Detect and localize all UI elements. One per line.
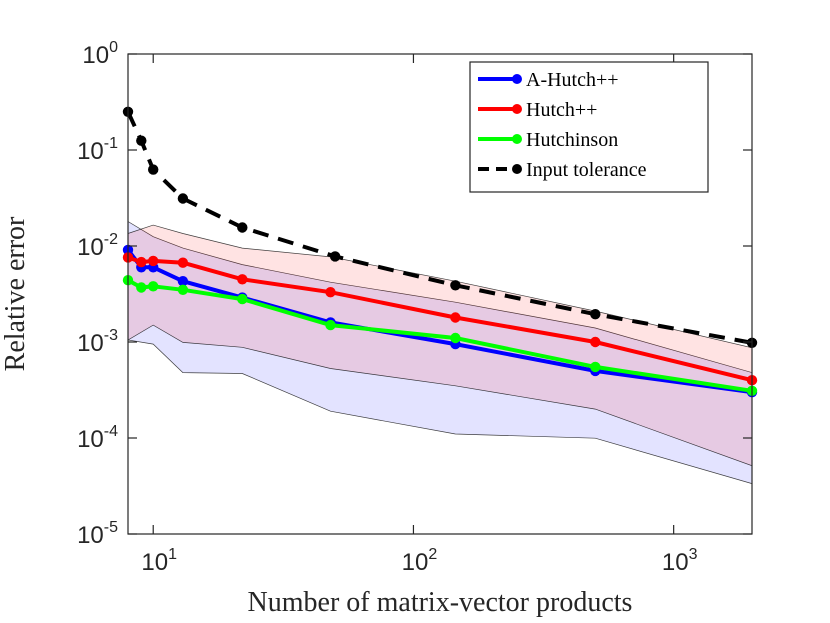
legend-item-hutchinson: Hutchinson — [478, 129, 618, 151]
legend-label: Hutchinson — [526, 129, 618, 151]
y-axis-label: Relative error — [0, 216, 31, 371]
x-axis-label: Number of matrix-vector products — [248, 587, 633, 618]
legend-item-a-hutch: A-Hutch++ — [478, 69, 619, 91]
legend-label: Hutch++ — [526, 99, 597, 121]
data-point-input-tolerance — [177, 193, 189, 204]
legend: A-Hutch++ Hutch++ Hutchinson Input toleranc… — [469, 61, 709, 193]
tick-layer: 101 102 103 100 10-1 10-2 10-3 10-4 10-5 — [77, 39, 752, 576]
series-input-tolerance — [122, 106, 758, 348]
series-hutchinson — [122, 275, 758, 396]
x-tick-label: 102 — [402, 546, 438, 576]
data-point-hutchinson — [237, 293, 248, 305]
data-point-hutch — [177, 257, 189, 268]
axes-frame — [127, 53, 753, 535]
legend-label: Input tolerance — [526, 159, 647, 181]
y-tick-label: 100 — [82, 39, 118, 69]
y-tick-label: 10-2 — [77, 231, 118, 261]
data-point-input-tolerance — [148, 164, 159, 175]
data-point-input-tolerance — [450, 280, 461, 291]
data-point-hutch — [237, 274, 248, 285]
y-tick-label: 10-1 — [77, 135, 118, 165]
axes-box — [127, 53, 753, 535]
legend-label: A-Hutch++ — [526, 69, 619, 91]
data-point-a-hutch — [177, 276, 189, 287]
y-tick-label: 10-5 — [77, 519, 118, 549]
data-point-hutchinson — [450, 332, 461, 344]
legend-swatch-marker — [512, 164, 522, 174]
data-point-hutch — [450, 312, 461, 323]
x-tick-label: 101 — [141, 546, 177, 576]
y-tick-label: 10-4 — [77, 423, 118, 453]
series-layer — [122, 106, 758, 398]
series-hutch — [122, 252, 758, 386]
data-point-hutch — [136, 256, 147, 268]
data-point-hutchinson — [136, 282, 147, 293]
data-point-hutch — [148, 255, 159, 267]
data-point-input-tolerance — [136, 135, 147, 146]
legend-swatch-marker — [512, 74, 522, 84]
legend-item-input-tolerance: Input tolerance — [478, 159, 647, 181]
legend-item-hutch: Hutch++ — [478, 99, 597, 121]
legend-swatch-marker — [512, 134, 522, 144]
legend-box — [469, 61, 709, 193]
data-point-input-tolerance — [590, 309, 601, 320]
x-tick-label: 103 — [662, 546, 698, 576]
y-tick-label: 10-3 — [77, 327, 118, 357]
data-point-hutch — [590, 336, 601, 348]
data-point-hutchinson — [148, 281, 159, 292]
data-point-hutchinson — [590, 361, 601, 373]
data-point-hutchinson — [325, 319, 336, 331]
data-point-hutchinson — [177, 284, 189, 295]
data-point-input-tolerance — [329, 251, 341, 262]
data-point-hutch — [325, 287, 336, 298]
legend-swatch-marker — [512, 104, 522, 114]
data-point-input-tolerance — [237, 222, 248, 233]
